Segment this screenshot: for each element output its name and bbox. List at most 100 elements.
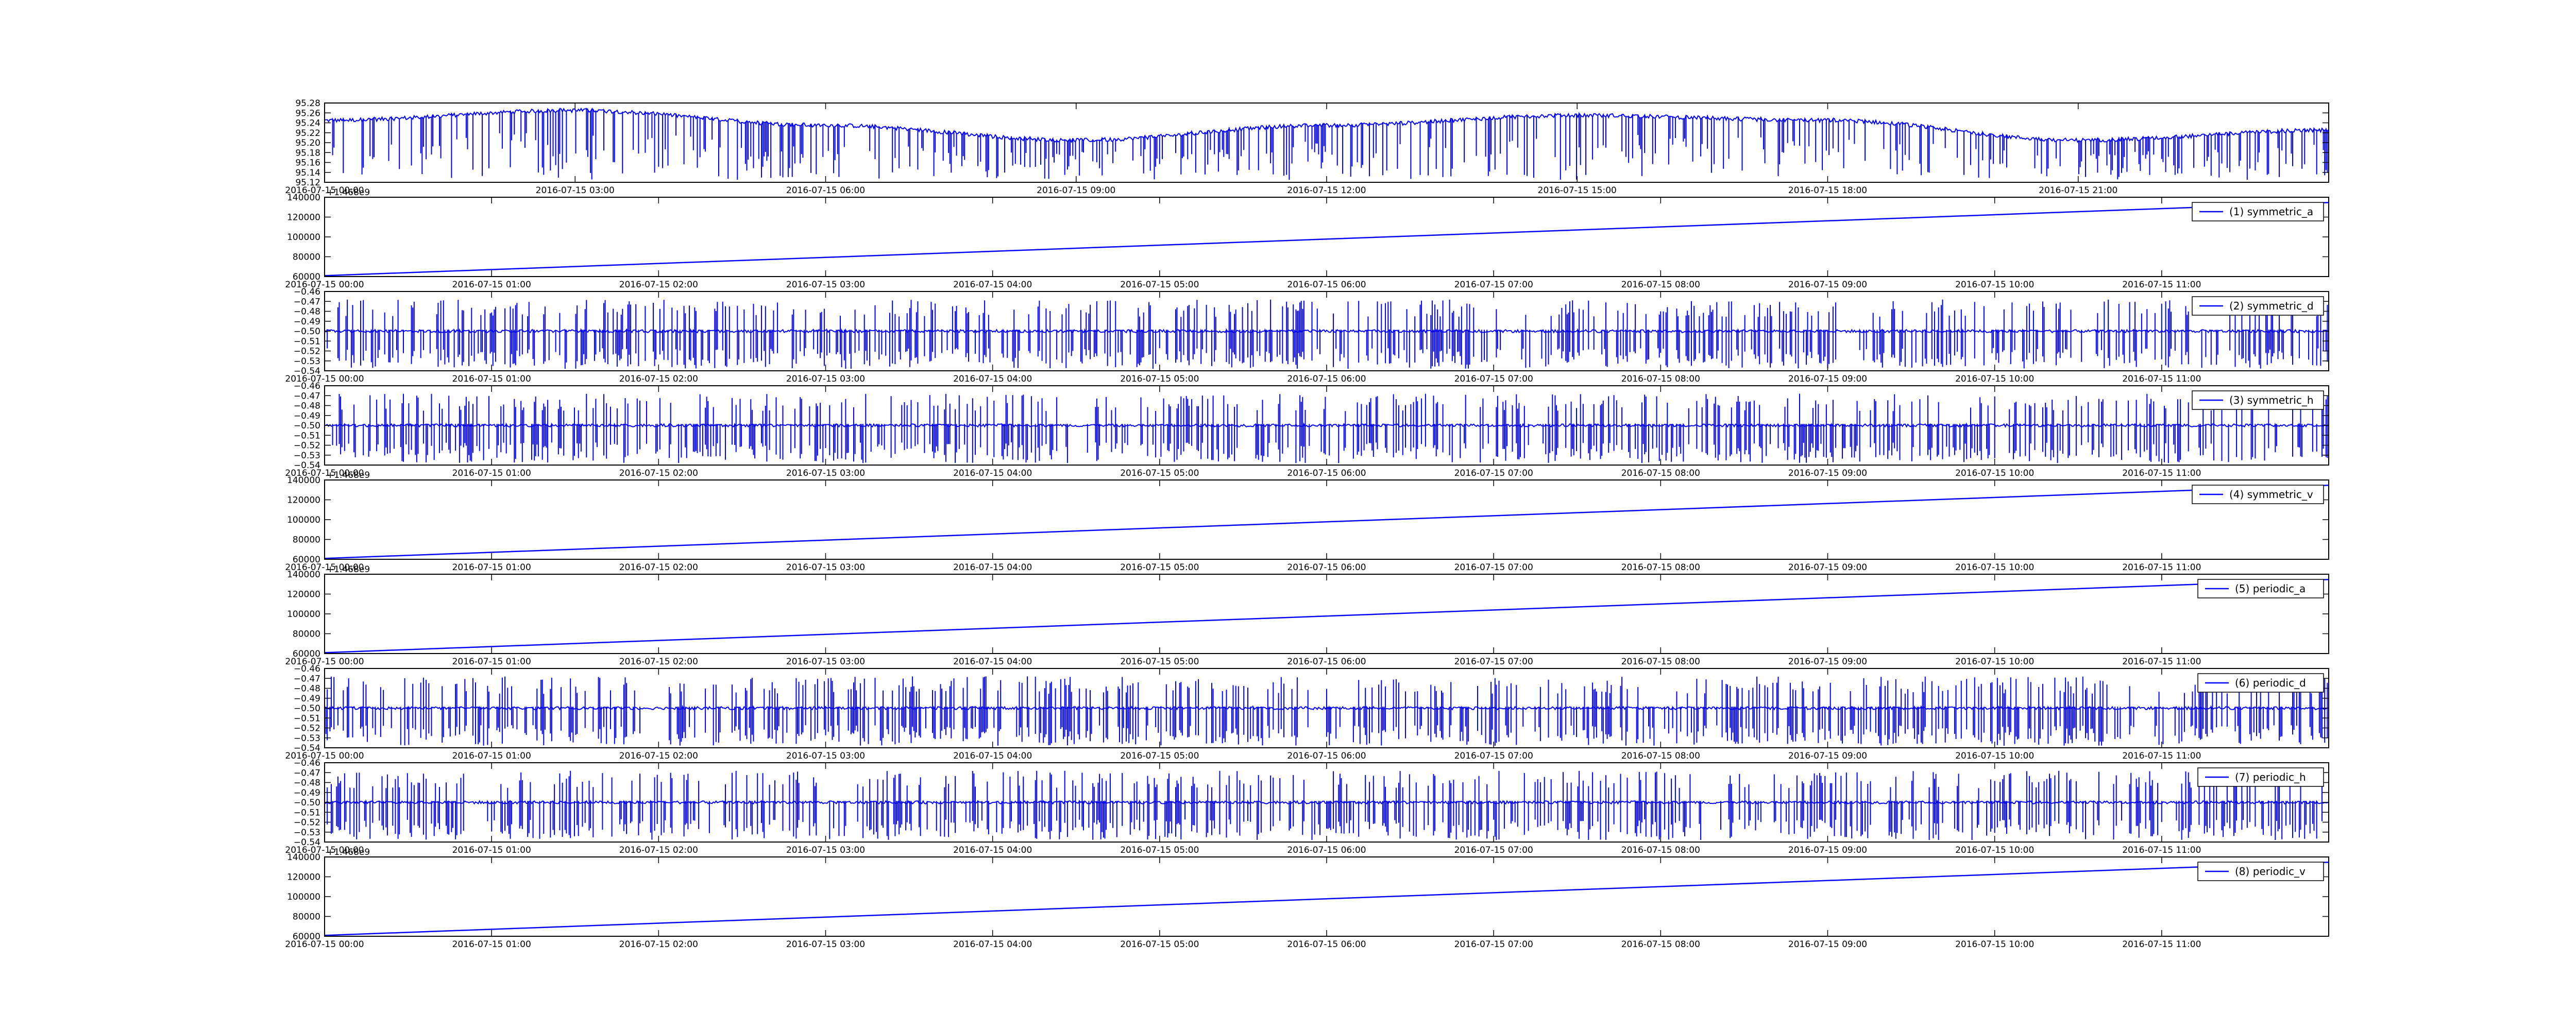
series-line (325, 676, 2329, 746)
y-tick-label: −0.50 (294, 703, 320, 714)
y-tick-label: −0.53 (294, 828, 320, 838)
x-tick-label: 2016-07-15 09:00 (1788, 845, 1867, 855)
chart-panel-6: −0.54−0.53−0.52−0.51−0.50−0.49−0.48−0.47… (285, 664, 2329, 761)
x-tick-label: 2016-07-15 09:00 (1037, 185, 1115, 196)
y-tick-label: −0.50 (294, 421, 320, 431)
y-tick-label: −0.46 (294, 664, 320, 674)
y-tick-label: −0.52 (294, 441, 320, 451)
x-tick-label: 2016-07-15 06:00 (1287, 374, 1366, 384)
legend: (2) symmetric_d (2192, 296, 2324, 316)
x-tick-label: 2016-07-15 01:00 (452, 939, 531, 950)
y-tick-label: −0.48 (294, 778, 320, 788)
legend: (4) symmetric_v (2192, 485, 2324, 504)
y-tick-label: 80000 (293, 912, 320, 922)
x-tick-label: 2016-07-15 07:00 (1454, 939, 1533, 950)
x-tick-label: 2016-07-15 08:00 (1621, 657, 1700, 667)
y-tick-label: −0.47 (294, 768, 320, 778)
x-tick-label: 2016-07-15 11:00 (2122, 562, 2201, 573)
x-tick-label: 2016-07-15 09:00 (1788, 657, 1867, 667)
x-tick-label: 2016-07-15 10:00 (1955, 939, 2034, 950)
x-tick-label: 2016-07-15 04:00 (953, 845, 1032, 855)
y-tick-label: 95.22 (295, 128, 320, 139)
y-tick-label: −0.47 (294, 297, 320, 307)
y-tick-label: −0.51 (294, 713, 320, 724)
x-tick-label: 2016-07-15 05:00 (1120, 468, 1199, 478)
series-line (325, 770, 2329, 840)
x-tick-label: 2016-07-15 09:00 (1788, 374, 1867, 384)
x-tick-label: 2016-07-15 11:00 (2122, 657, 2201, 667)
x-tick-label: 2016-07-15 04:00 (953, 562, 1032, 573)
x-tick-label: 2016-07-15 05:00 (1120, 657, 1199, 667)
chart-panel-3: −0.54−0.53−0.52−0.51−0.50−0.49−0.48−0.47… (285, 381, 2329, 478)
y-tick-label: 95.20 (295, 138, 320, 148)
y-tick-label: −0.48 (294, 307, 320, 317)
x-tick-label: 2016-07-15 08:00 (1621, 468, 1700, 478)
y-tick-label: −0.51 (294, 808, 320, 818)
x-tick-label: 2016-07-15 06:00 (786, 185, 865, 196)
x-tick-label: 2016-07-15 06:00 (1287, 751, 1366, 761)
y-tick-label: −0.54 (294, 743, 320, 753)
y-tick-label: 140000 (287, 852, 320, 863)
y-tick-label: −0.50 (294, 327, 320, 337)
y-tick-label: 80000 (293, 535, 320, 545)
y-tick-label: 80000 (293, 629, 320, 640)
y-tick-label: 120000 (287, 590, 320, 600)
legend-label: (5) periodic_a (2235, 582, 2306, 595)
y-tick-label: −0.51 (294, 431, 320, 441)
x-tick-label: 2016-07-15 11:00 (2122, 280, 2201, 290)
x-tick-label: 2016-07-15 00:00 (285, 751, 364, 761)
series-line (325, 299, 2329, 369)
x-tick-label: 2016-07-15 04:00 (953, 280, 1032, 290)
x-tick-label: 2016-07-15 02:00 (619, 280, 698, 290)
y-tick-label: −0.48 (294, 684, 320, 694)
series-line (325, 485, 2329, 559)
y-offset-label: +1.468e9 (327, 470, 370, 480)
x-tick-label: 2016-07-15 11:00 (2122, 468, 2201, 478)
legend-label: (2) symmetric_d (2229, 300, 2314, 312)
y-tick-label: 100000 (287, 892, 320, 902)
plot-area (325, 393, 2329, 464)
series-line (325, 393, 2329, 464)
x-tick-label: 2016-07-15 11:00 (2122, 845, 2201, 855)
x-tick-label: 2016-07-15 05:00 (1120, 845, 1199, 855)
x-tick-label: 2016-07-15 10:00 (1955, 562, 2034, 573)
y-tick-label: −0.53 (294, 356, 320, 367)
y-tick-label: −0.50 (294, 798, 320, 808)
x-tick-label: 2016-07-15 08:00 (1621, 374, 1700, 384)
y-tick-label: −0.46 (294, 287, 320, 297)
x-tick-label: 2016-07-15 11:00 (2122, 751, 2201, 761)
y-tick-label: 60000 (293, 649, 320, 659)
y-tick-label: 140000 (287, 193, 320, 203)
x-tick-label: 2016-07-15 09:00 (1788, 468, 1867, 478)
chart-panel-0: 95.1295.1495.1695.1895.2095.2295.2495.26… (285, 98, 2329, 196)
x-tick-label: 2016-07-15 10:00 (1955, 468, 2034, 478)
x-tick-label: 2016-07-15 10:00 (1955, 657, 2034, 667)
legend: (3) symmetric_h (2192, 390, 2324, 410)
x-tick-label: 2016-07-15 03:00 (786, 562, 865, 573)
series-line (325, 579, 2329, 654)
x-tick-label: 2016-07-15 05:00 (1120, 751, 1199, 761)
x-tick-label: 2016-07-15 08:00 (1621, 562, 1700, 573)
y-tick-label: −0.47 (294, 391, 320, 401)
y-tick-label: −0.49 (294, 317, 320, 327)
chart-panel-2: −0.54−0.53−0.52−0.51−0.50−0.49−0.48−0.47… (285, 287, 2329, 384)
y-tick-label: −0.52 (294, 347, 320, 357)
x-tick-label: 2016-07-15 01:00 (452, 562, 531, 573)
y-tick-label: −0.47 (294, 674, 320, 684)
x-tick-label: 2016-07-15 12:00 (1287, 185, 1366, 196)
legend-label: (4) symmetric_v (2229, 488, 2313, 501)
x-tick-label: 2016-07-15 07:00 (1454, 374, 1533, 384)
x-tick-label: 2016-07-15 04:00 (953, 657, 1032, 667)
x-tick-label: 2016-07-15 05:00 (1120, 562, 1199, 573)
legend: (8) periodic_v (2197, 862, 2324, 881)
x-tick-label: 2016-07-15 03:00 (786, 657, 865, 667)
y-tick-label: 100000 (287, 232, 320, 243)
x-tick-label: 2016-07-15 09:00 (1788, 562, 1867, 573)
x-tick-label: 2016-07-15 07:00 (1454, 845, 1533, 855)
y-offset-label: +1.468e9 (327, 187, 370, 198)
x-tick-label: 2016-07-15 06:00 (1287, 939, 1366, 950)
x-tick-label: 2016-07-15 07:00 (1454, 562, 1533, 573)
